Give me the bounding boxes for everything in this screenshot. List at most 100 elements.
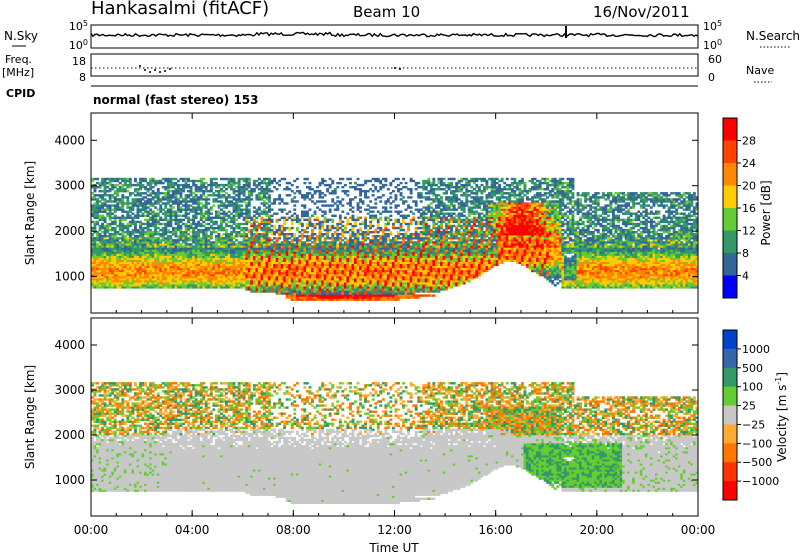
- power-cell: [207, 219, 210, 221]
- power-cell: [207, 276, 210, 278]
- power-cell: [220, 237, 223, 239]
- power-cell: [205, 245, 208, 247]
- power-cell: [157, 192, 160, 194]
- power-cell: [364, 268, 367, 270]
- power-cell: [298, 272, 301, 274]
- power-cell: [326, 294, 329, 296]
- power-cell: [334, 188, 337, 190]
- power-cell: [364, 272, 367, 274]
- power-cell: [230, 282, 233, 284]
- power-cell: [106, 194, 109, 196]
- power-cell: [218, 192, 221, 194]
- power-cell: [263, 223, 266, 225]
- power-cell: [240, 186, 243, 188]
- power-cell: [167, 272, 170, 274]
- power-cell: [162, 182, 165, 184]
- power-cell: [354, 299, 357, 301]
- power-cell: [215, 186, 218, 188]
- power-cell: [152, 245, 155, 247]
- power-cell: [298, 241, 301, 243]
- power-cell: [96, 249, 99, 251]
- power-cell: [172, 200, 175, 202]
- power-cell: [225, 268, 228, 270]
- power-cell: [101, 190, 104, 192]
- power-cell: [352, 254, 355, 256]
- power-cell: [205, 186, 208, 188]
- power-cell: [202, 260, 205, 262]
- power-cell: [314, 268, 317, 270]
- power-cell: [359, 260, 362, 262]
- power-cell: [124, 219, 127, 221]
- power-cell: [306, 219, 309, 221]
- power-cell: [109, 188, 112, 190]
- power-cell: [220, 178, 223, 180]
- freq-point-4: [159, 71, 161, 73]
- power-cell: [225, 229, 228, 231]
- power-cell: [248, 254, 251, 256]
- power-cell: [253, 290, 256, 292]
- power-cell: [96, 178, 99, 180]
- power-cell: [157, 223, 160, 225]
- power-cell: [255, 260, 258, 262]
- power-cell: [291, 239, 294, 241]
- power-cell: [134, 231, 137, 233]
- power-cell: [357, 188, 360, 190]
- power-cell: [326, 290, 329, 292]
- power-cell: [319, 200, 322, 202]
- power-cell: [311, 249, 314, 251]
- power-cell: [309, 286, 312, 288]
- power-cell: [139, 182, 142, 184]
- power-cell: [126, 245, 129, 247]
- power-cell: [314, 190, 317, 192]
- power-cell: [377, 190, 380, 192]
- power-cell: [101, 260, 104, 262]
- power-cell: [228, 215, 231, 217]
- power-cell: [240, 178, 243, 180]
- power-cell: [278, 282, 281, 284]
- power-cell: [182, 237, 185, 239]
- power-cell: [132, 245, 135, 247]
- power-cell: [152, 237, 155, 239]
- power-cell: [238, 272, 241, 274]
- power-cell: [147, 227, 150, 229]
- power-cell: [116, 241, 119, 243]
- power-cell: [132, 237, 135, 239]
- power-cell: [111, 200, 114, 202]
- power-cell: [137, 192, 140, 194]
- power-cell: [101, 204, 104, 206]
- power-cell: [205, 231, 208, 233]
- noise-sky-line: [91, 33, 698, 37]
- power-cell: [162, 249, 165, 251]
- power-cell: [114, 237, 117, 239]
- power-cell: [137, 276, 140, 278]
- power-cell: [162, 231, 165, 233]
- power-cell: [301, 196, 304, 198]
- power-cell: [154, 245, 157, 247]
- power-cell: [202, 213, 205, 215]
- power-cell: [167, 254, 170, 256]
- power-cell: [276, 231, 279, 233]
- power-cell: [283, 249, 286, 251]
- power-cell: [223, 202, 226, 204]
- power-cell: [126, 186, 129, 188]
- power-cell: [225, 260, 228, 262]
- power-cell: [293, 245, 296, 247]
- power-cell: [339, 276, 342, 278]
- power-cell: [268, 223, 271, 225]
- power-cell: [314, 202, 317, 204]
- power-cell: [167, 241, 170, 243]
- power-cell: [349, 182, 352, 184]
- power-cell: [281, 260, 284, 262]
- power-cell: [268, 249, 271, 251]
- power-cell: [116, 272, 119, 274]
- power-cell: [109, 178, 112, 180]
- power-cell: [268, 215, 271, 217]
- power-cell: [192, 206, 195, 208]
- power-cell: [316, 186, 319, 188]
- power-cell: [233, 235, 236, 237]
- power-cell: [266, 260, 269, 262]
- freq-tick-top: 18: [72, 55, 86, 68]
- power-cell: [230, 204, 233, 206]
- power-cell: [212, 227, 215, 229]
- power-cell: [253, 282, 256, 284]
